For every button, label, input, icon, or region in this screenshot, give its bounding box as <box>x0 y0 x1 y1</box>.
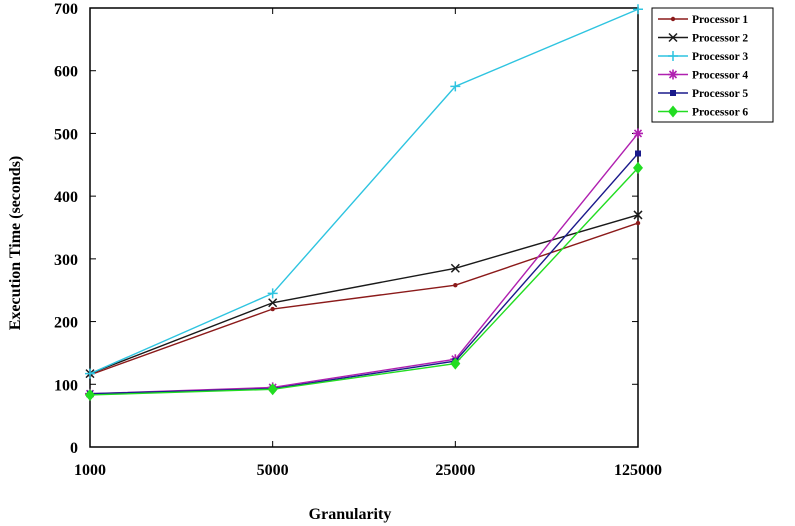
data-point <box>633 210 643 220</box>
y-tick-label: 0 <box>70 440 78 457</box>
data-point <box>633 128 643 139</box>
data-point <box>270 306 275 312</box>
legend-item-3: Processor 3 <box>658 51 748 63</box>
data-point <box>450 263 460 273</box>
legend-label: Processor 6 <box>692 107 748 119</box>
y-tick-label: 600 <box>54 64 78 81</box>
legend-marker <box>670 16 676 22</box>
legend-label: Processor 3 <box>692 51 748 63</box>
series-6 <box>85 161 643 401</box>
series-line <box>89 8 639 375</box>
legend-marker <box>668 69 678 80</box>
series-4 <box>85 128 643 399</box>
legend-label: Processor 1 <box>692 14 748 26</box>
data-point <box>85 368 95 379</box>
y-tick-label: 300 <box>54 252 78 269</box>
y-tick-label: 100 <box>54 377 78 394</box>
legend-label: Processor 2 <box>692 33 748 45</box>
y-axis: 0 100 200 300 400 500 600 700 <box>54 1 638 457</box>
data-point <box>450 357 461 370</box>
data-point <box>450 81 461 92</box>
y-tick-label: 200 <box>54 315 78 332</box>
data-point <box>633 4 643 15</box>
series-line <box>89 214 639 375</box>
series-5 <box>87 150 641 397</box>
legend-item-5: Processor 5 <box>658 88 748 100</box>
data-point <box>635 150 641 157</box>
data-point <box>267 288 278 299</box>
series-1 <box>87 220 641 378</box>
x-axis: 1000 5000 25000 125000 <box>74 8 662 479</box>
legend-item-1: Processor 1 <box>658 14 748 26</box>
data-point <box>85 388 95 401</box>
legend-marker <box>668 32 678 43</box>
series-line <box>89 167 639 396</box>
series-layer <box>85 4 643 401</box>
legend-label: Processor 4 <box>692 70 748 82</box>
data-point <box>453 282 458 288</box>
series-2 <box>85 210 643 379</box>
legend-marker <box>668 51 678 61</box>
series-line <box>89 222 639 376</box>
data-point <box>267 383 278 396</box>
plot-area <box>89 7 639 448</box>
legend-box <box>651 7 774 123</box>
legend-marker <box>670 90 676 96</box>
x-tick-label: 25000 <box>435 462 475 479</box>
legend-item-4: Processor 4 <box>658 69 748 82</box>
data-point <box>635 220 641 226</box>
legend: Processor 1 Processor 2 Processor 3 Process… <box>651 7 774 123</box>
x-tick-label: 125000 <box>614 462 662 479</box>
legend-label: Processor 5 <box>692 88 748 100</box>
legend-item-2: Processor 2 <box>658 33 748 45</box>
data-point <box>633 161 643 174</box>
x-axis-title: Granularity <box>309 506 392 523</box>
y-tick-label: 700 <box>54 1 78 18</box>
y-axis-title: Execution Time (seconds) <box>7 156 24 331</box>
x-tick-label: 5000 <box>257 462 289 479</box>
y-tick-label: 400 <box>54 189 78 206</box>
y-tick-label: 500 <box>54 126 78 143</box>
legend-marker <box>668 105 678 118</box>
legend-item-6: Processor 6 <box>658 105 748 119</box>
series-3 <box>85 4 643 379</box>
series-line <box>89 153 639 395</box>
x-tick-label: 1000 <box>74 462 106 479</box>
data-point <box>268 298 278 308</box>
series-line <box>89 132 639 395</box>
